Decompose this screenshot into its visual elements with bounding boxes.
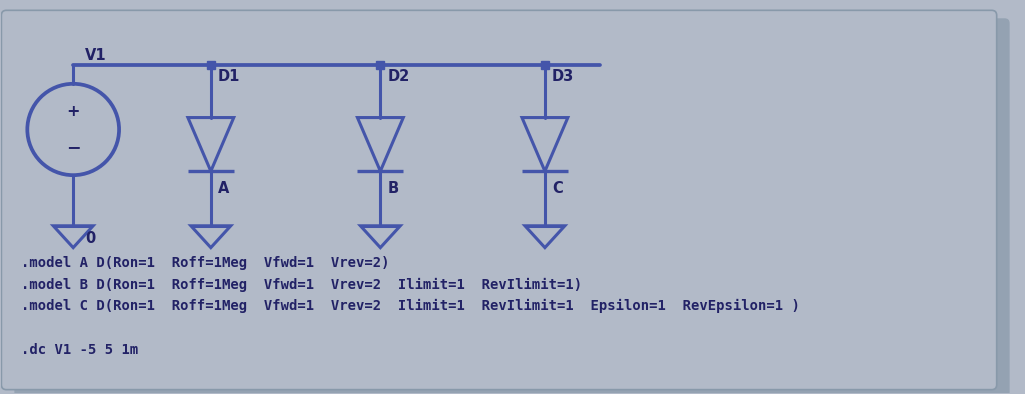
Text: V1: V1 <box>85 48 107 63</box>
Text: A: A <box>217 181 230 196</box>
Text: B: B <box>387 181 399 196</box>
Text: 0: 0 <box>85 231 95 246</box>
Text: C: C <box>551 181 563 196</box>
Text: D1: D1 <box>217 69 240 84</box>
Text: D3: D3 <box>551 69 574 84</box>
Text: .model C D(Ron=1  Roff=1Meg  Vfwd=1  Vrev=2  Ilimit=1  RevIlimit=1  Epsilon=1  R: .model C D(Ron=1 Roff=1Meg Vfwd=1 Vrev=2… <box>22 299 801 314</box>
Text: .model B D(Ron=1  Roff=1Meg  Vfwd=1  Vrev=2  Ilimit=1  RevIlimit=1): .model B D(Ron=1 Roff=1Meg Vfwd=1 Vrev=2… <box>22 277 582 292</box>
Text: .dc V1 -5 5 1m: .dc V1 -5 5 1m <box>22 343 138 357</box>
Text: .model A D(Ron=1  Roff=1Meg  Vfwd=1  Vrev=2): .model A D(Ron=1 Roff=1Meg Vfwd=1 Vrev=2… <box>22 256 389 269</box>
FancyBboxPatch shape <box>1 10 996 390</box>
FancyBboxPatch shape <box>14 18 1010 394</box>
Text: +: + <box>67 104 80 119</box>
Text: D2: D2 <box>387 69 410 84</box>
Text: −: − <box>66 138 80 156</box>
